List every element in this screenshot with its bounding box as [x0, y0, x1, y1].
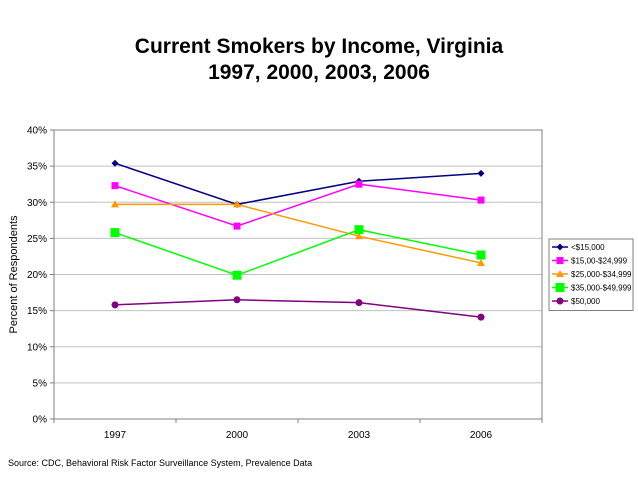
y-tick-label-4: 20%	[27, 270, 47, 281]
y-tick-label-6: 30%	[27, 198, 47, 209]
x-tick-label-2000: 2000	[226, 430, 249, 441]
data-point-s1-2000	[233, 222, 241, 230]
legend-item-4: $50,000	[552, 297, 600, 306]
series-1	[111, 180, 485, 230]
y-tick-label-1: 5%	[33, 378, 48, 389]
series-line-2	[115, 203, 482, 264]
y-tick-label-7: 35%	[27, 162, 47, 173]
legend-marker-2	[556, 270, 564, 277]
gridlines	[54, 129, 542, 420]
data-point-s4-2006	[477, 313, 485, 321]
source-note: Source: CDC, Behavioral Risk Factor Surv…	[8, 458, 313, 468]
y-tick-label-8: 40%	[27, 126, 47, 137]
legend-item-2: $25,000-$34,999	[552, 270, 632, 279]
data-point-s2-2000	[233, 200, 241, 208]
legend-label-1: $15,00-$24,999	[571, 257, 628, 266]
y-tick-label-2: 10%	[27, 342, 47, 353]
legend-label-3: $35,000-$49,999	[571, 284, 632, 293]
data-point-s1-2006	[477, 196, 485, 204]
series-2	[111, 200, 485, 266]
series-line-1	[114, 183, 482, 227]
series-line-3	[114, 228, 482, 277]
data-point-s2-1997	[111, 200, 119, 208]
data-point-s1-2003	[355, 180, 363, 188]
series-line-0	[114, 162, 482, 206]
series-0	[111, 159, 485, 208]
legend-item-0: <$15,000	[552, 243, 605, 252]
data-point-s1-1997	[111, 182, 119, 190]
legend-marker-3	[555, 283, 565, 292]
data-point-s0-2006	[477, 169, 485, 177]
legend-item-3: $35,000-$49,999	[552, 283, 632, 293]
data-point-s2-2003	[355, 232, 363, 240]
y-axis-title: Percent of Respondents	[8, 215, 20, 334]
data-point-s4-2000	[233, 296, 241, 304]
chart-title: Current Smokers by Income, Virginia 1997…	[0, 34, 638, 86]
legend-marker-1	[556, 257, 564, 264]
data-point-s0-1997	[111, 159, 119, 167]
chart-title-line2: 1997, 2000, 2003, 2006	[208, 61, 430, 84]
series-3	[110, 225, 486, 280]
legend: <$15,000 $15,00-$24,999 $25,000-$34,999 $35…	[548, 238, 634, 311]
x-tick-label-2003: 2003	[348, 430, 371, 441]
data-point-s3-2006	[476, 250, 486, 260]
axes: 0% 5% 10% 15% 20% 25% 30% 35% 40% 1997 2000 2003 200…	[8, 126, 543, 441]
y-tick-label-5: 25%	[27, 234, 47, 245]
legend-label-2: $25,000-$34,999	[571, 270, 632, 279]
y-tick-label-0: 0%	[33, 415, 48, 426]
data-point-s3-2003	[354, 225, 364, 235]
series-4	[111, 296, 485, 321]
series-line-4	[114, 299, 482, 318]
legend-label-4: $50,000	[571, 297, 600, 306]
legend-label-0: <$15,000	[571, 243, 605, 252]
x-tick-label-2006: 2006	[470, 430, 493, 441]
data-point-s3-1997	[110, 228, 120, 238]
legend-marker-0	[556, 243, 564, 251]
data-point-s2-2006	[477, 258, 485, 266]
data-point-s4-1997	[111, 301, 119, 309]
legend-item-1: $15,00-$24,999	[552, 257, 628, 266]
y-tick-label-3: 15%	[27, 306, 47, 317]
chart-title-line1: Current Smokers by Income, Virginia	[134, 35, 504, 58]
x-tick-label-1997: 1997	[104, 430, 127, 441]
legend-marker-4	[556, 297, 564, 305]
series-lines	[110, 159, 486, 321]
data-point-s4-2003	[355, 299, 363, 307]
data-point-s3-2000	[232, 270, 242, 280]
